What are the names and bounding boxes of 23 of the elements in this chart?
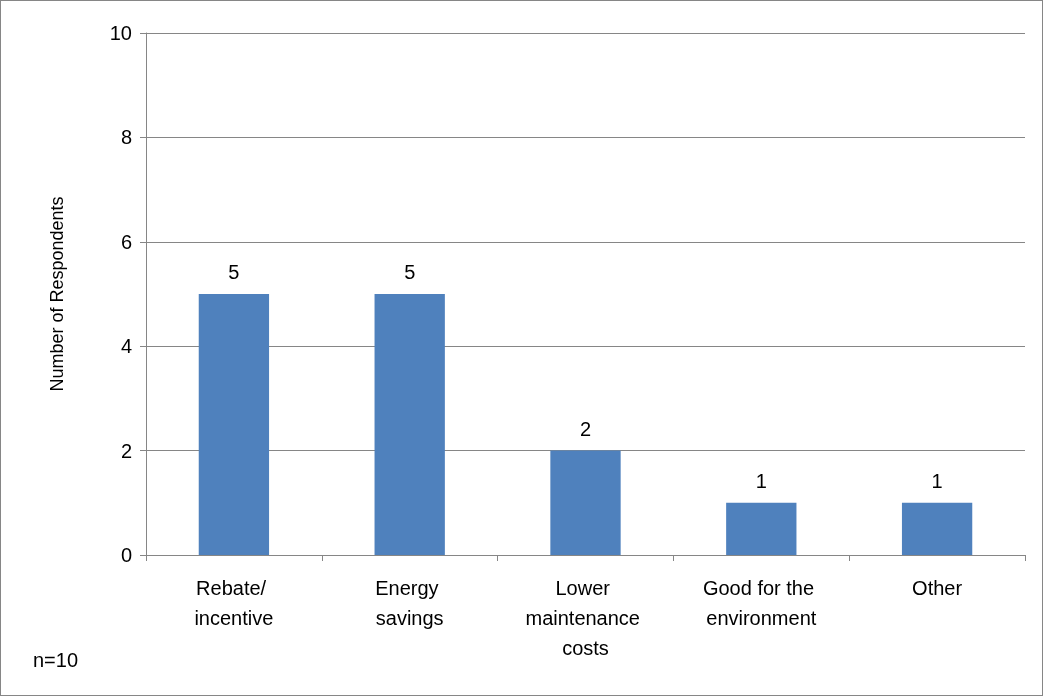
x-tick-label: Energy savings — [375, 577, 445, 629]
bar — [901, 502, 973, 555]
text: n=10 — [33, 649, 79, 672]
y-tick-label: 10 — [109, 22, 132, 44]
x-tick-label: Good for the environment — [702, 577, 820, 629]
x-tick-label: Other — [912, 577, 963, 599]
y-tick-label: 0 — [120, 544, 132, 566]
y-axis-title: Number of Respondents — [47, 196, 67, 392]
data-label: 1 — [755, 469, 767, 492]
y-tick-label: 4 — [120, 335, 132, 358]
bar — [550, 450, 621, 555]
data-label: 2 — [579, 417, 592, 440]
y-tick-label: 8 — [120, 126, 132, 149]
y-tick-label: 2 — [120, 439, 132, 462]
bar — [198, 294, 270, 555]
x-tick-label: Lower maintenance costs — [525, 577, 646, 659]
data-label: 5 — [404, 261, 416, 283]
data-label: 5 — [228, 261, 240, 283]
data-label: 1 — [931, 469, 943, 492]
x-tick-label: Rebate/ incentive — [194, 577, 274, 629]
y-tick-label: 6 — [120, 230, 132, 253]
bar — [726, 502, 797, 555]
bar — [374, 294, 445, 555]
